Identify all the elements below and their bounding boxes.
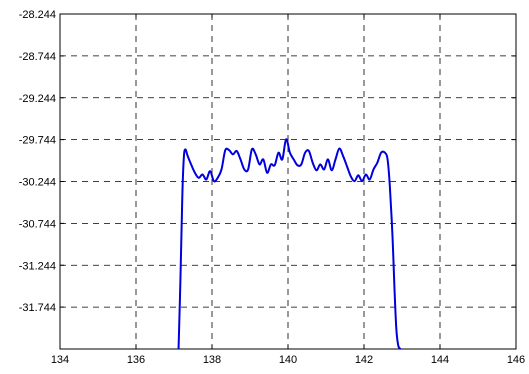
x-tick-label: 134 xyxy=(51,354,69,366)
y-tick-label: -28.744 xyxy=(19,51,56,63)
x-tick-label: 140 xyxy=(279,354,297,366)
y-tick-label: -31.744 xyxy=(19,302,56,314)
x-tick-label: 138 xyxy=(203,354,221,366)
y-tick-label: -31.244 xyxy=(19,260,56,272)
y-tick-label: -30.244 xyxy=(19,177,56,189)
x-tick-label: 136 xyxy=(127,354,145,366)
grid-lines xyxy=(60,14,516,349)
x-tick-label: 142 xyxy=(355,354,373,366)
x-tick-label: 146 xyxy=(507,354,525,366)
axis-ticks xyxy=(59,13,517,349)
y-axis-tick-labels: -28.244 -28.744 -29.244 -29.744 -30.244 -30.7… xyxy=(19,9,56,314)
x-axis-tick-labels: 134 136 138 140 142 144 146 xyxy=(51,354,525,366)
y-tick-label: -29.744 xyxy=(19,135,56,147)
series-line-0 xyxy=(177,138,402,350)
x-tick-label: 144 xyxy=(431,354,449,366)
y-tick-label: -29.244 xyxy=(19,93,56,105)
y-tick-label: -30.744 xyxy=(19,218,56,230)
y-tick-label: -28.244 xyxy=(19,9,56,21)
data-series xyxy=(177,138,402,350)
